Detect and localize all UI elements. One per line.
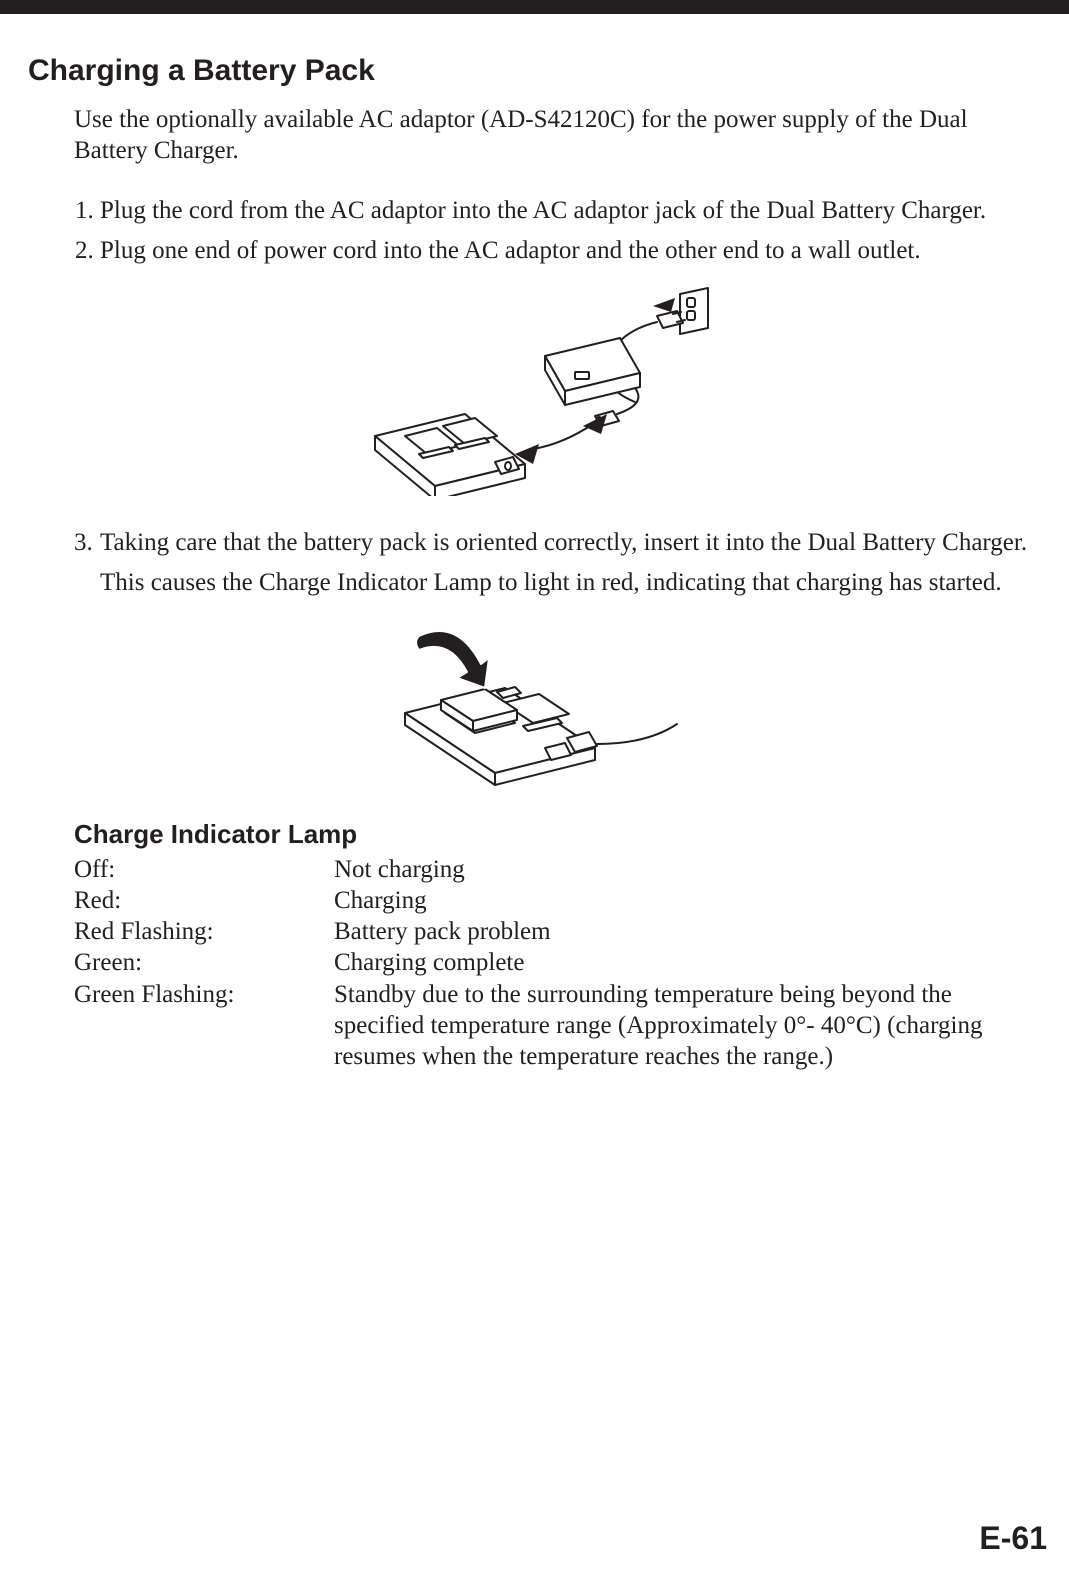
lamp-label: Green Flashing: [74, 979, 334, 1073]
lamp-label: Off: [74, 854, 334, 885]
lamp-row: Green: Charging complete [74, 947, 1041, 978]
intro-paragraph: Use the optionally available AC adaptor … [74, 104, 1041, 167]
lamp-value: Not charging [334, 854, 1041, 885]
step-3-number: 3. [74, 527, 100, 560]
lamp-row: Off: Not charging [74, 854, 1041, 885]
step-3: Taking care that the battery pack is ori… [100, 527, 1041, 560]
lamp-value: Standby due to the surrounding temperatu… [334, 979, 1041, 1073]
lamp-label: Red: [74, 885, 334, 916]
step-1: Plug the cord from the AC adaptor into t… [100, 195, 1041, 228]
figure-1 [28, 286, 1041, 501]
header-rule [0, 0, 1069, 14]
lamp-value: Battery pack problem [334, 916, 1041, 947]
step-3-followup: This causes the Charge Indicator Lamp to… [100, 567, 1041, 600]
figure-2 [28, 618, 1041, 793]
lamp-label: Red Flashing: [74, 916, 334, 947]
page-number: E-61 [979, 1520, 1047, 1557]
lamp-row: Green Flashing: Standby due to the surro… [74, 979, 1041, 1073]
page-title: Charging a Battery Pack [28, 54, 1041, 88]
lamp-row: Red Flashing: Battery pack problem [74, 916, 1041, 947]
lamp-row: Red: Charging [74, 885, 1041, 916]
lamp-value: Charging complete [334, 947, 1041, 978]
steps-list: Plug the cord from the AC adaptor into t… [74, 195, 1041, 268]
lamp-label: Green: [74, 947, 334, 978]
lamp-table: Off: Not charging Red: Charging Red Flas… [74, 854, 1041, 1073]
lamp-value: Charging [334, 885, 1041, 916]
step-2: Plug one end of power cord into the AC a… [100, 235, 1041, 268]
lamp-section-title: Charge Indicator Lamp [74, 819, 1041, 850]
